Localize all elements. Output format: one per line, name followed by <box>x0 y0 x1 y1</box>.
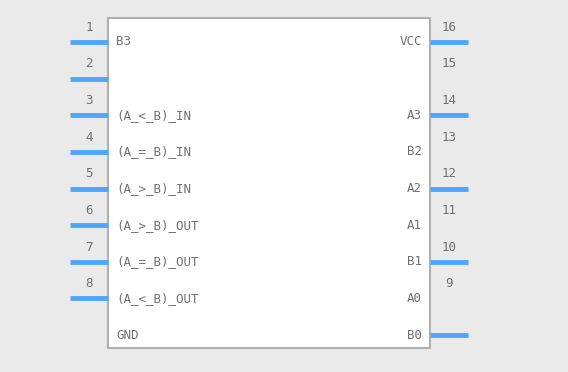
Text: 11: 11 <box>441 204 457 217</box>
Text: B1: B1 <box>407 255 422 268</box>
Text: A0: A0 <box>407 292 422 305</box>
Text: 7: 7 <box>85 241 93 254</box>
Text: B0: B0 <box>407 329 422 341</box>
Text: (A_=_B)_IN: (A_=_B)_IN <box>116 145 191 158</box>
Text: GND: GND <box>116 329 139 341</box>
Text: 8: 8 <box>85 278 93 290</box>
Text: (A_<_B)_OUT: (A_<_B)_OUT <box>116 292 198 305</box>
Text: 3: 3 <box>85 94 93 107</box>
Text: 13: 13 <box>441 131 457 144</box>
Text: 16: 16 <box>441 21 457 34</box>
Text: A1: A1 <box>407 219 422 232</box>
Text: 14: 14 <box>441 94 457 107</box>
Text: 5: 5 <box>85 167 93 180</box>
Text: (A_>_B)_IN: (A_>_B)_IN <box>116 182 191 195</box>
Text: (A_=_B)_OUT: (A_=_B)_OUT <box>116 255 198 268</box>
Text: VCC: VCC <box>399 35 422 48</box>
Text: (A_<_B)_IN: (A_<_B)_IN <box>116 109 191 122</box>
Text: 2: 2 <box>85 57 93 70</box>
Bar <box>108 18 430 348</box>
Text: 6: 6 <box>85 204 93 217</box>
Text: A3: A3 <box>407 109 422 122</box>
Text: 4: 4 <box>85 131 93 144</box>
Text: 1: 1 <box>85 21 93 34</box>
Text: A2: A2 <box>407 182 422 195</box>
Text: 10: 10 <box>441 241 457 254</box>
Text: 12: 12 <box>441 167 457 180</box>
Text: (A_>_B)_OUT: (A_>_B)_OUT <box>116 219 198 232</box>
Text: 9: 9 <box>445 278 453 290</box>
Text: B2: B2 <box>407 145 422 158</box>
Text: B3: B3 <box>116 35 131 48</box>
Text: 15: 15 <box>441 57 457 70</box>
